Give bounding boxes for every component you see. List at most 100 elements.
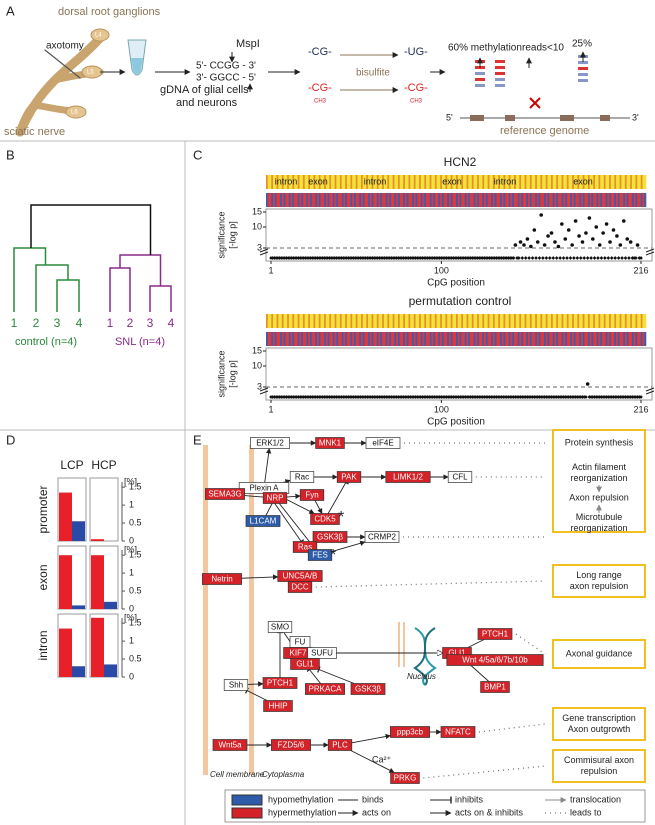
strip-cell	[361, 193, 364, 207]
strip-cell	[637, 175, 640, 189]
data-point	[621, 219, 626, 223]
strip-cell	[558, 314, 561, 328]
strip-cell	[364, 193, 367, 207]
strip-cell	[482, 175, 485, 189]
strip-cell	[568, 314, 571, 328]
strip-cell	[545, 175, 548, 189]
strip-cell	[362, 314, 365, 328]
data-point	[570, 243, 574, 247]
strip-cell	[267, 193, 270, 207]
strip-cell	[338, 175, 341, 189]
strip-cell	[311, 175, 314, 189]
strip-cell	[325, 193, 328, 207]
strip-cell	[644, 193, 647, 207]
strip-cell	[415, 332, 418, 346]
strip-cell	[624, 314, 627, 328]
strip-cell	[501, 314, 504, 328]
strip-cell	[591, 175, 594, 189]
y-tick-label: 1.5	[129, 618, 142, 628]
gene-label: PLC	[332, 741, 348, 750]
gene-node	[307, 549, 333, 561]
data-point	[585, 382, 590, 386]
strip-cell	[422, 175, 425, 189]
strip-cell	[609, 314, 612, 328]
data-point	[584, 231, 588, 235]
y-tick-label: 0.5	[129, 517, 142, 527]
gene-label: Wnt5a	[218, 741, 242, 750]
strip-cell	[315, 314, 318, 328]
strip-cell	[327, 314, 330, 328]
dendrogram-branch	[56, 279, 80, 312]
strip-cell	[343, 314, 346, 328]
baseline-point	[582, 256, 587, 260]
strip-cell	[456, 193, 459, 207]
strip-cell	[507, 193, 510, 207]
gene-label: GLI1	[296, 660, 314, 669]
outcome-text: Axon outgrowth	[568, 724, 631, 734]
strip-cell	[431, 332, 434, 346]
strip-cell	[301, 193, 304, 207]
leaf-label: 4	[168, 316, 175, 330]
strip-cell	[443, 314, 446, 328]
gene-label: GSK3β	[317, 533, 343, 542]
strip-cell	[403, 193, 406, 207]
strip-cell	[540, 175, 543, 189]
strip-cell	[281, 175, 284, 189]
strip-cell	[280, 314, 283, 328]
hyper-bar	[91, 617, 104, 677]
strip-cell	[640, 175, 643, 189]
data-point	[518, 240, 523, 244]
strip-cell	[521, 175, 524, 189]
y-tick-label: 15	[252, 206, 262, 216]
strip-cell	[623, 175, 626, 189]
strip-cell	[359, 314, 362, 328]
compartment-label: Cell membrane	[210, 770, 265, 779]
strip-cell	[313, 175, 316, 189]
strip-cell	[450, 193, 453, 207]
strip-cell	[287, 332, 290, 346]
strip-cell	[626, 332, 629, 346]
strip-cell	[350, 314, 353, 328]
strip-cell	[565, 175, 568, 189]
leaf-label: 4	[76, 316, 83, 330]
outcome-text: Microtubule	[576, 512, 623, 522]
y-tick-label: 0	[129, 535, 134, 545]
strip-cell	[549, 193, 552, 207]
baseline-point	[620, 256, 624, 260]
strip-cell	[341, 314, 344, 328]
strip-cell	[287, 193, 290, 207]
data-point	[566, 228, 571, 232]
strip-cell	[376, 314, 379, 328]
strip-cell	[302, 332, 306, 346]
strip-cell	[375, 332, 378, 346]
data-point	[529, 244, 533, 249]
gene-node	[390, 726, 430, 738]
strip-cell	[339, 193, 342, 207]
strip-cell	[385, 193, 388, 207]
strip-cell	[427, 332, 430, 346]
pathway-edge	[264, 447, 272, 483]
strip-cell	[633, 314, 636, 328]
gene-node	[299, 489, 325, 501]
strip-cell	[596, 175, 599, 189]
leads-to-line	[478, 723, 546, 733]
strip-cell	[503, 193, 506, 207]
strip-cell	[394, 193, 397, 207]
strip-cell	[396, 332, 399, 346]
strip-cell	[452, 175, 455, 189]
strip-cell	[594, 193, 598, 207]
strip-cell	[478, 175, 481, 189]
strip-cell	[408, 314, 411, 328]
strip-cell	[404, 332, 408, 346]
dendrogram-branch	[30, 204, 152, 255]
strip-cell	[355, 193, 358, 207]
strip-cell	[496, 332, 499, 346]
strip-cell	[579, 314, 582, 328]
strip-cell	[332, 314, 335, 328]
strip-cell	[515, 332, 518, 346]
strip-cell	[419, 175, 422, 189]
strip-cell	[397, 314, 401, 328]
gene-node	[263, 700, 293, 712]
strip-cell	[385, 175, 388, 189]
baseline-point	[606, 256, 611, 260]
